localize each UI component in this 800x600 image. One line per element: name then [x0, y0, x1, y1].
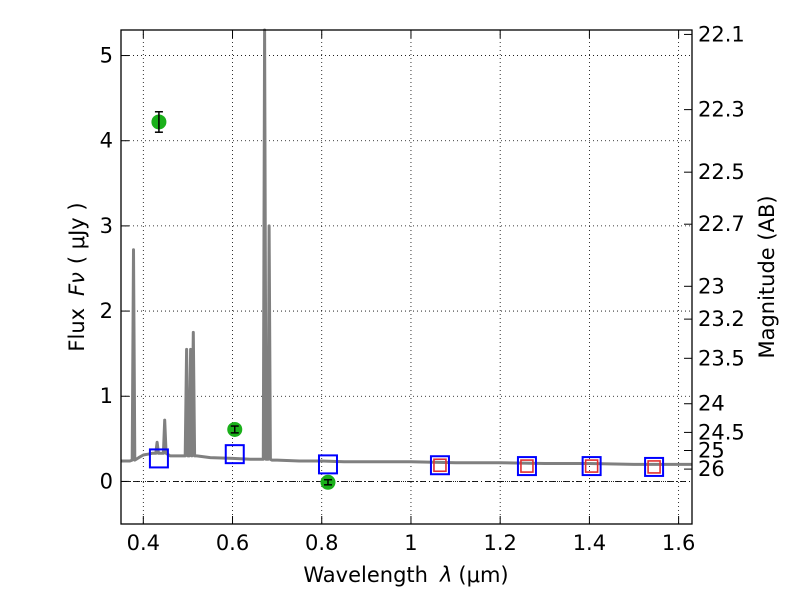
x-axis: 0.4 0.6 0.8 1 1.2 1.4 1.6: [127, 30, 695, 555]
magnitude-tick-label: 22.7: [698, 212, 745, 236]
model-spectrum-line: [121, 28, 692, 466]
y-tick-label: 5: [100, 44, 113, 68]
magnitude-tick-label: 26: [698, 457, 725, 481]
x-tick-label: 1.4: [573, 531, 606, 555]
y-tick-label: 0: [100, 469, 113, 493]
magnitude-axis-title: Magnitude (AB): [755, 195, 779, 358]
x-tick-label: 0.8: [305, 531, 338, 555]
magnitude-tick-label: 24: [698, 392, 725, 416]
x-tick-label: 0.6: [216, 531, 249, 555]
magnitude-tick-label: 23.2: [698, 307, 745, 331]
magnitude-tick-label: 22.1: [698, 22, 745, 46]
band-marker: [433, 458, 447, 473]
model-photometry-marker: [581, 456, 602, 477]
model-photometry-marker: [516, 456, 537, 477]
model-photometry-marker: [429, 455, 450, 476]
magnitude-tick-label: 23: [698, 274, 725, 298]
model-photometry-marker: [224, 444, 245, 465]
model-photometry-marker: [644, 456, 665, 477]
plot-frame: [120, 29, 693, 525]
plot-area: [121, 28, 692, 490]
x-tick-label: 1.6: [662, 531, 695, 555]
magnitude-tick-label: 22.3: [698, 98, 745, 122]
magnitude-tick-label: 22.5: [698, 160, 745, 184]
x-tick-label: 1: [404, 531, 417, 555]
model-photometry-marker: [317, 454, 338, 475]
model-photometry-marker: [148, 448, 169, 469]
band-marker: [647, 460, 661, 474]
x-axis-title: Wavelength λ (μm): [303, 563, 508, 587]
y-axis: 0 1 2 3 4 5: [100, 44, 129, 493]
y-tick-label: 3: [100, 214, 113, 238]
y-tick-label: 4: [100, 129, 113, 153]
band-marker: [520, 459, 534, 473]
x-tick-label: 0.4: [127, 531, 160, 555]
x-tick-label: 1.2: [483, 531, 516, 555]
magnitude-tick-label: 24.5: [698, 420, 745, 444]
magnitude-tick-label: 23.5: [698, 346, 745, 370]
y-axis-title: FluxFν( μJy ): [65, 202, 89, 351]
y-tick-label: 1: [100, 384, 113, 408]
y-tick-label: 2: [100, 299, 113, 323]
magnitude-tick-label: 25: [698, 438, 725, 462]
grid-lines: [121, 30, 692, 524]
band-marker: [584, 459, 599, 473]
